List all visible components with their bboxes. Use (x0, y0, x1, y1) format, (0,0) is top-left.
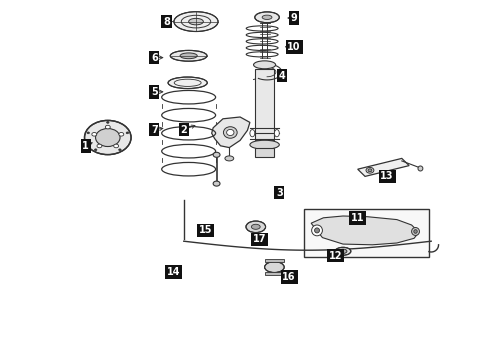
Text: 3: 3 (276, 188, 283, 198)
Ellipse shape (414, 230, 417, 233)
Text: 12: 12 (329, 251, 343, 261)
Polygon shape (212, 117, 250, 148)
Ellipse shape (174, 12, 218, 31)
Text: 6: 6 (151, 53, 158, 63)
Ellipse shape (274, 130, 279, 137)
Polygon shape (358, 158, 409, 176)
Ellipse shape (254, 61, 275, 69)
Ellipse shape (105, 125, 110, 129)
Ellipse shape (95, 149, 97, 150)
Ellipse shape (180, 53, 197, 59)
Ellipse shape (225, 156, 234, 161)
Text: 2: 2 (180, 125, 187, 135)
Ellipse shape (168, 77, 207, 89)
Ellipse shape (119, 149, 121, 150)
Ellipse shape (96, 129, 120, 147)
Ellipse shape (97, 144, 102, 148)
Bar (255, 69, 274, 140)
Ellipse shape (255, 12, 279, 23)
Ellipse shape (171, 50, 207, 61)
Ellipse shape (262, 15, 272, 19)
Ellipse shape (119, 132, 124, 136)
Text: 4: 4 (278, 71, 285, 81)
Ellipse shape (246, 221, 266, 233)
Ellipse shape (223, 127, 237, 138)
Ellipse shape (92, 132, 97, 136)
Ellipse shape (126, 132, 128, 134)
Text: 1: 1 (82, 141, 89, 151)
Ellipse shape (114, 144, 119, 148)
Ellipse shape (366, 167, 374, 173)
Ellipse shape (213, 152, 220, 157)
Ellipse shape (315, 228, 319, 233)
Text: 14: 14 (167, 267, 181, 277)
Ellipse shape (189, 18, 203, 25)
Bar (265, 259, 284, 262)
Ellipse shape (265, 262, 284, 273)
Text: 13: 13 (380, 171, 394, 181)
Ellipse shape (251, 224, 260, 229)
Text: 17: 17 (253, 234, 267, 244)
Text: 11: 11 (351, 213, 365, 223)
Text: 10: 10 (287, 42, 301, 52)
Ellipse shape (87, 132, 90, 134)
Ellipse shape (107, 121, 109, 123)
Ellipse shape (368, 169, 372, 172)
Ellipse shape (84, 120, 131, 155)
Ellipse shape (412, 228, 419, 235)
Ellipse shape (335, 247, 351, 255)
Ellipse shape (339, 249, 347, 253)
Polygon shape (311, 216, 419, 245)
Ellipse shape (250, 130, 255, 137)
Ellipse shape (312, 225, 322, 236)
Text: 7: 7 (151, 125, 158, 135)
Text: 15: 15 (199, 225, 213, 235)
Text: 9: 9 (291, 13, 297, 23)
Text: 8: 8 (163, 17, 170, 27)
Ellipse shape (213, 181, 220, 186)
Bar (255, 148, 274, 157)
Text: 5: 5 (151, 87, 158, 97)
Text: 16: 16 (282, 272, 296, 282)
Ellipse shape (418, 166, 423, 171)
Bar (265, 272, 284, 275)
Ellipse shape (226, 129, 234, 135)
Bar (304, 209, 429, 257)
Ellipse shape (250, 140, 279, 149)
